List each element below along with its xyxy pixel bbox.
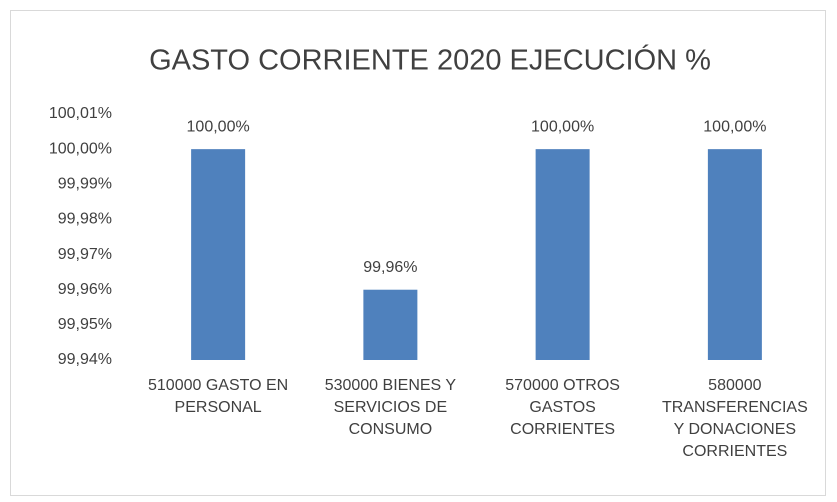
bar [535, 149, 590, 360]
chart-title: GASTO CORRIENTE 2020 EJECUCIÓN % [149, 44, 711, 77]
y-tick-label: 99,95% [58, 316, 112, 333]
data-label: 100,00% [187, 118, 250, 135]
x-tick-label-line: 570000 OTROS [505, 377, 620, 394]
x-tick-label-line: CONSUMO [349, 421, 433, 438]
x-tick-label-line: 580000 [708, 377, 761, 394]
x-tick-label-line: PERSONAL [175, 399, 262, 416]
data-label: 100,00% [703, 118, 766, 135]
data-label: 100,00% [531, 118, 594, 135]
y-tick-label: 99,99% [58, 176, 112, 193]
bar [707, 149, 762, 360]
x-tick-label-line: SERVICIOS DE [334, 399, 448, 416]
data-label: 99,96% [363, 259, 417, 276]
x-tick-label: 510000 GASTO EN PERSONAL [148, 377, 288, 416]
x-tick-label-line: TRANSFERENCIAS [662, 399, 808, 416]
x-tick-label-line: Y DONACIONES [674, 421, 796, 438]
y-tick-label: 100,01% [49, 105, 112, 122]
x-tick-label-line: 530000 BIENES Y [325, 377, 457, 394]
y-tick-label: 99,94% [58, 351, 112, 368]
bar [363, 289, 418, 360]
x-tick-label-line: GASTOS [529, 399, 595, 416]
x-tick-label: 580000 TRANSFERENCIAS Y DONACIONES CORRIENT… [662, 377, 808, 460]
y-tick-label: 99,98% [58, 211, 112, 228]
x-tick-label-line: CORRIENTES [510, 421, 615, 438]
x-tick-label-line: CORRIENTES [682, 443, 787, 460]
chart-frame [10, 10, 826, 496]
x-tick-label: 530000 BIENES Y SERVICIOS DE CONSUMO [325, 377, 457, 438]
bar [191, 149, 246, 360]
y-tick-label: 99,97% [58, 246, 112, 263]
y-tick-label: 100,00% [49, 140, 112, 157]
x-tick-label-line: 510000 GASTO EN [148, 377, 288, 394]
x-tick-label: 570000 OTROS GASTOS CORRIENTES [505, 377, 620, 438]
y-tick-label: 99,96% [58, 281, 112, 298]
